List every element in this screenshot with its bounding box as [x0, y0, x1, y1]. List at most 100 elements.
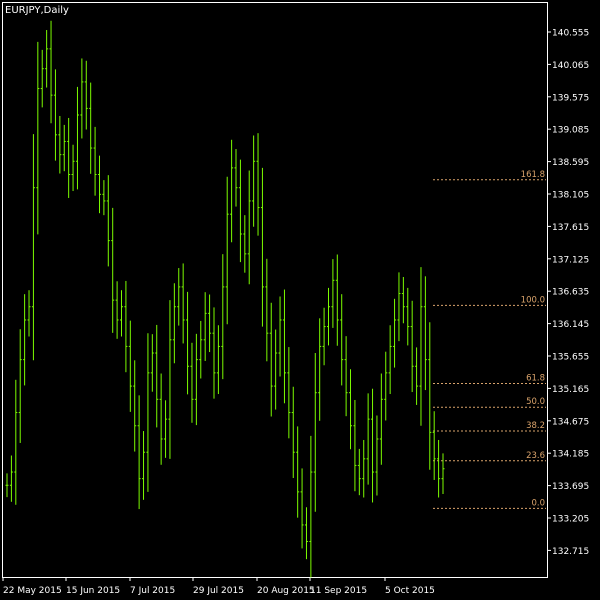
price-bar — [419, 267, 423, 426]
price-bar — [265, 258, 269, 362]
price-bar — [247, 170, 251, 285]
price-bar — [260, 167, 264, 327]
price-bar — [111, 207, 115, 333]
price-bar — [371, 388, 375, 503]
price-bar — [137, 395, 141, 510]
price-bar — [252, 135, 256, 227]
price-bar — [318, 318, 322, 421]
price-bar — [326, 287, 330, 346]
price-bar — [75, 86, 79, 190]
price-bar — [84, 60, 88, 130]
price-bar — [238, 159, 242, 263]
y-tick-label: 138.105 — [552, 191, 589, 201]
price-bar — [274, 329, 278, 410]
price-bar — [27, 290, 31, 337]
price-bar — [225, 176, 229, 325]
y-tick-label: 140.065 — [552, 61, 589, 71]
x-tick-label: 22 May 2015 — [3, 586, 62, 596]
price-bar — [102, 180, 106, 216]
price-bar — [309, 435, 313, 578]
y-tick-label: 137.615 — [552, 223, 589, 233]
price-bar — [335, 254, 339, 346]
price-bar — [80, 58, 84, 139]
price-bar — [177, 268, 181, 326]
price-bar — [393, 298, 397, 368]
price-bar — [106, 175, 110, 267]
price-bar — [296, 426, 300, 518]
price-bar — [36, 41, 40, 235]
price-bar — [155, 324, 159, 428]
price-bar — [53, 69, 57, 161]
fib-level-label: 50.0 — [526, 397, 545, 407]
price-bar — [313, 353, 317, 512]
fibonacci-levels: 161.8 100.0 61.8 50.0 38.2 23.6 0.0 — [433, 170, 546, 509]
y-tick-label: 135.655 — [552, 353, 589, 363]
price-bar — [278, 296, 282, 377]
price-bar — [49, 20, 53, 124]
price-bar — [23, 294, 27, 386]
price-bar — [146, 333, 150, 492]
price-bar — [379, 373, 383, 465]
y-tick-label: 138.595 — [552, 158, 589, 168]
price-bar — [45, 30, 49, 88]
price-bar — [128, 320, 132, 412]
price-bar — [362, 439, 366, 498]
price-bar — [269, 302, 273, 417]
price-bar — [410, 300, 414, 393]
plot-frame — [2, 2, 548, 578]
x-axis: 22 May 2015 15 Jun 2015 7 Jul 2015 29 Jul 2… — [2, 577, 435, 596]
price-bar — [388, 325, 392, 395]
x-tick-label: 7 Jul 2015 — [130, 586, 175, 596]
price-bar — [18, 329, 22, 443]
price-bar — [423, 276, 427, 391]
x-tick-label: 29 Jul 2015 — [193, 586, 244, 596]
price-bar — [428, 322, 432, 470]
price-bar — [67, 117, 71, 198]
fib-level-label: 61.8 — [526, 373, 545, 383]
price-bar — [142, 431, 146, 500]
y-tick-label: 132.715 — [552, 547, 589, 557]
price-bar — [5, 473, 9, 498]
y-tick-label: 137.125 — [552, 255, 589, 265]
price-bar — [9, 455, 13, 502]
y-tick-label: 134.185 — [552, 450, 589, 460]
price-bar — [441, 453, 445, 495]
price-bar — [397, 272, 401, 342]
fib-level-label: 100.0 — [521, 295, 545, 305]
price-bar — [216, 325, 220, 395]
price-bar — [406, 287, 410, 346]
price-bar — [212, 307, 216, 399]
price-bar — [190, 342, 194, 423]
price-bar — [58, 115, 62, 174]
y-tick-label: 140.555 — [552, 29, 589, 39]
price-bar — [208, 294, 212, 353]
price-bar — [349, 369, 353, 450]
price-bar — [62, 124, 66, 172]
y-tick-label: 134.675 — [552, 417, 589, 427]
price-bar — [357, 448, 361, 496]
price-bar — [120, 290, 124, 337]
chart-title: EURJPY,Daily — [5, 5, 69, 16]
price-bar — [304, 507, 308, 560]
price-bar — [375, 415, 379, 496]
price-bar — [282, 289, 286, 404]
price-bar — [415, 347, 419, 405]
y-tick-label: 139.085 — [552, 126, 589, 136]
price-bar — [31, 134, 35, 361]
price-bar — [133, 360, 137, 452]
price-bar — [172, 283, 176, 364]
price-bar — [322, 307, 326, 366]
price-bar — [14, 379, 18, 505]
price-bar — [199, 320, 203, 379]
price-bar — [437, 439, 441, 498]
price-bar — [340, 294, 344, 386]
price-bar — [40, 49, 44, 108]
price-bar — [89, 82, 93, 174]
price-bar — [159, 373, 163, 465]
price-bar — [300, 468, 304, 549]
y-tick-label: 136.145 — [552, 320, 589, 330]
price-bar — [331, 259, 335, 328]
price-bar — [203, 292, 207, 361]
price-bar — [432, 411, 436, 480]
y-tick-label: 135.165 — [552, 385, 589, 395]
